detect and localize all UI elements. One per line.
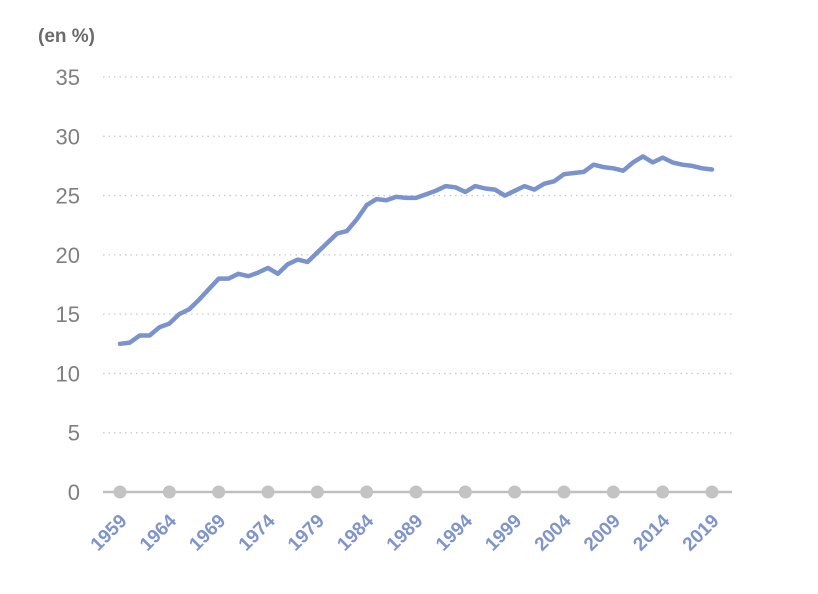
y-tick-label: 10 (56, 361, 80, 386)
x-tick-label: 1989 (383, 511, 428, 556)
x-axis-marker (212, 485, 226, 499)
series-line (117, 154, 715, 347)
y-tick-label: 0 (68, 480, 80, 505)
x-axis-marker (162, 485, 176, 499)
x-axis-marker (360, 485, 374, 499)
x-tick-label: 1979 (284, 511, 329, 556)
y-tick-label: 5 (68, 421, 80, 446)
x-tick-label: 2009 (580, 511, 625, 556)
x-axis-marker (656, 485, 670, 499)
x-axis-marker (113, 485, 127, 499)
x-axis-marker (458, 485, 472, 499)
y-tick-label: 25 (56, 184, 80, 209)
y-axis-ticks: 0 5 10 15 20 25 30 35 (56, 65, 80, 505)
x-tick-label: 2014 (629, 510, 674, 555)
x-axis-markers (113, 485, 719, 499)
y-tick-label: 30 (56, 124, 80, 149)
y-tick-label: 35 (56, 65, 80, 90)
x-tick-label: 1959 (87, 511, 132, 556)
y-unit-label: (en %) (38, 26, 95, 47)
x-tick-label: 1964 (136, 510, 181, 555)
x-axis-marker (557, 485, 571, 499)
x-tick-label: 1969 (185, 511, 230, 556)
x-axis-marker (508, 485, 522, 499)
x-tick-label: 2019 (679, 511, 724, 556)
x-axis-marker (310, 485, 324, 499)
x-axis-ticks: 1959 1964 1969 1974 1979 1984 1989 1994 1999 2004… (87, 510, 724, 555)
x-tick-label: 1984 (333, 510, 378, 555)
x-tick-label: 1994 (432, 510, 477, 555)
x-tick-label: 2004 (531, 510, 576, 555)
x-axis-marker (606, 485, 620, 499)
y-tick-label: 20 (56, 243, 80, 268)
x-axis-marker (705, 485, 719, 499)
x-tick-label: 1974 (235, 510, 280, 555)
x-tick-label: 1999 (481, 511, 526, 556)
gridlines (103, 76, 732, 434)
x-axis-marker (409, 485, 423, 499)
x-axis-marker (261, 485, 275, 499)
y-tick-label: 15 (56, 302, 80, 327)
